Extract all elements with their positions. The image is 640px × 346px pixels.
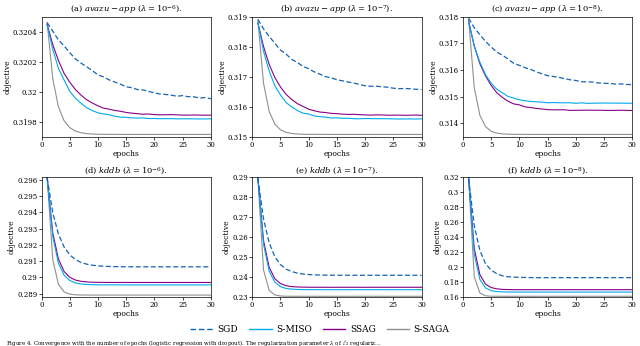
- X-axis label: epochs: epochs: [323, 310, 350, 318]
- Title: (b) $\mathit{avazu-app}$ ($\lambda = 10^{-7}$).: (b) $\mathit{avazu-app}$ ($\lambda = 10^…: [280, 3, 394, 17]
- Title: (c) $\mathit{avazu-app}$ ($\lambda = 10^{-8}$).: (c) $\mathit{avazu-app}$ ($\lambda = 10^…: [492, 3, 604, 17]
- Y-axis label: objective: objective: [218, 60, 227, 94]
- Legend: SGD, S-MISO, SSAG, S-SAGA: SGD, S-MISO, SSAG, S-SAGA: [187, 322, 453, 338]
- Title: (f) $\mathit{kddb}$ ($\lambda = 10^{-8}$).: (f) $\mathit{kddb}$ ($\lambda = 10^{-8}$…: [507, 165, 588, 177]
- X-axis label: epochs: epochs: [323, 151, 350, 158]
- Text: Figure 4. Convergence with the number of epochs (logistic regression with dropou: Figure 4. Convergence with the number of…: [6, 338, 382, 346]
- Title: (a) $\mathit{avazu-app}$ ($\lambda = 10^{-6}$).: (a) $\mathit{avazu-app}$ ($\lambda = 10^…: [70, 3, 182, 17]
- Y-axis label: objective: objective: [3, 60, 12, 94]
- X-axis label: epochs: epochs: [113, 310, 140, 318]
- Y-axis label: objective: objective: [223, 219, 231, 254]
- X-axis label: epochs: epochs: [534, 151, 561, 158]
- X-axis label: epochs: epochs: [534, 310, 561, 318]
- Y-axis label: objective: objective: [8, 219, 16, 254]
- Title: (d) $\mathit{kddb}$ ($\lambda = 10^{-6}$).: (d) $\mathit{kddb}$ ($\lambda = 10^{-6}$…: [84, 165, 168, 177]
- Y-axis label: objective: objective: [434, 219, 442, 254]
- Y-axis label: objective: objective: [429, 60, 437, 94]
- Title: (e) $\mathit{kddb}$ ($\lambda = 10^{-7}$).: (e) $\mathit{kddb}$ ($\lambda = 10^{-7}$…: [295, 165, 379, 177]
- X-axis label: epochs: epochs: [113, 151, 140, 158]
